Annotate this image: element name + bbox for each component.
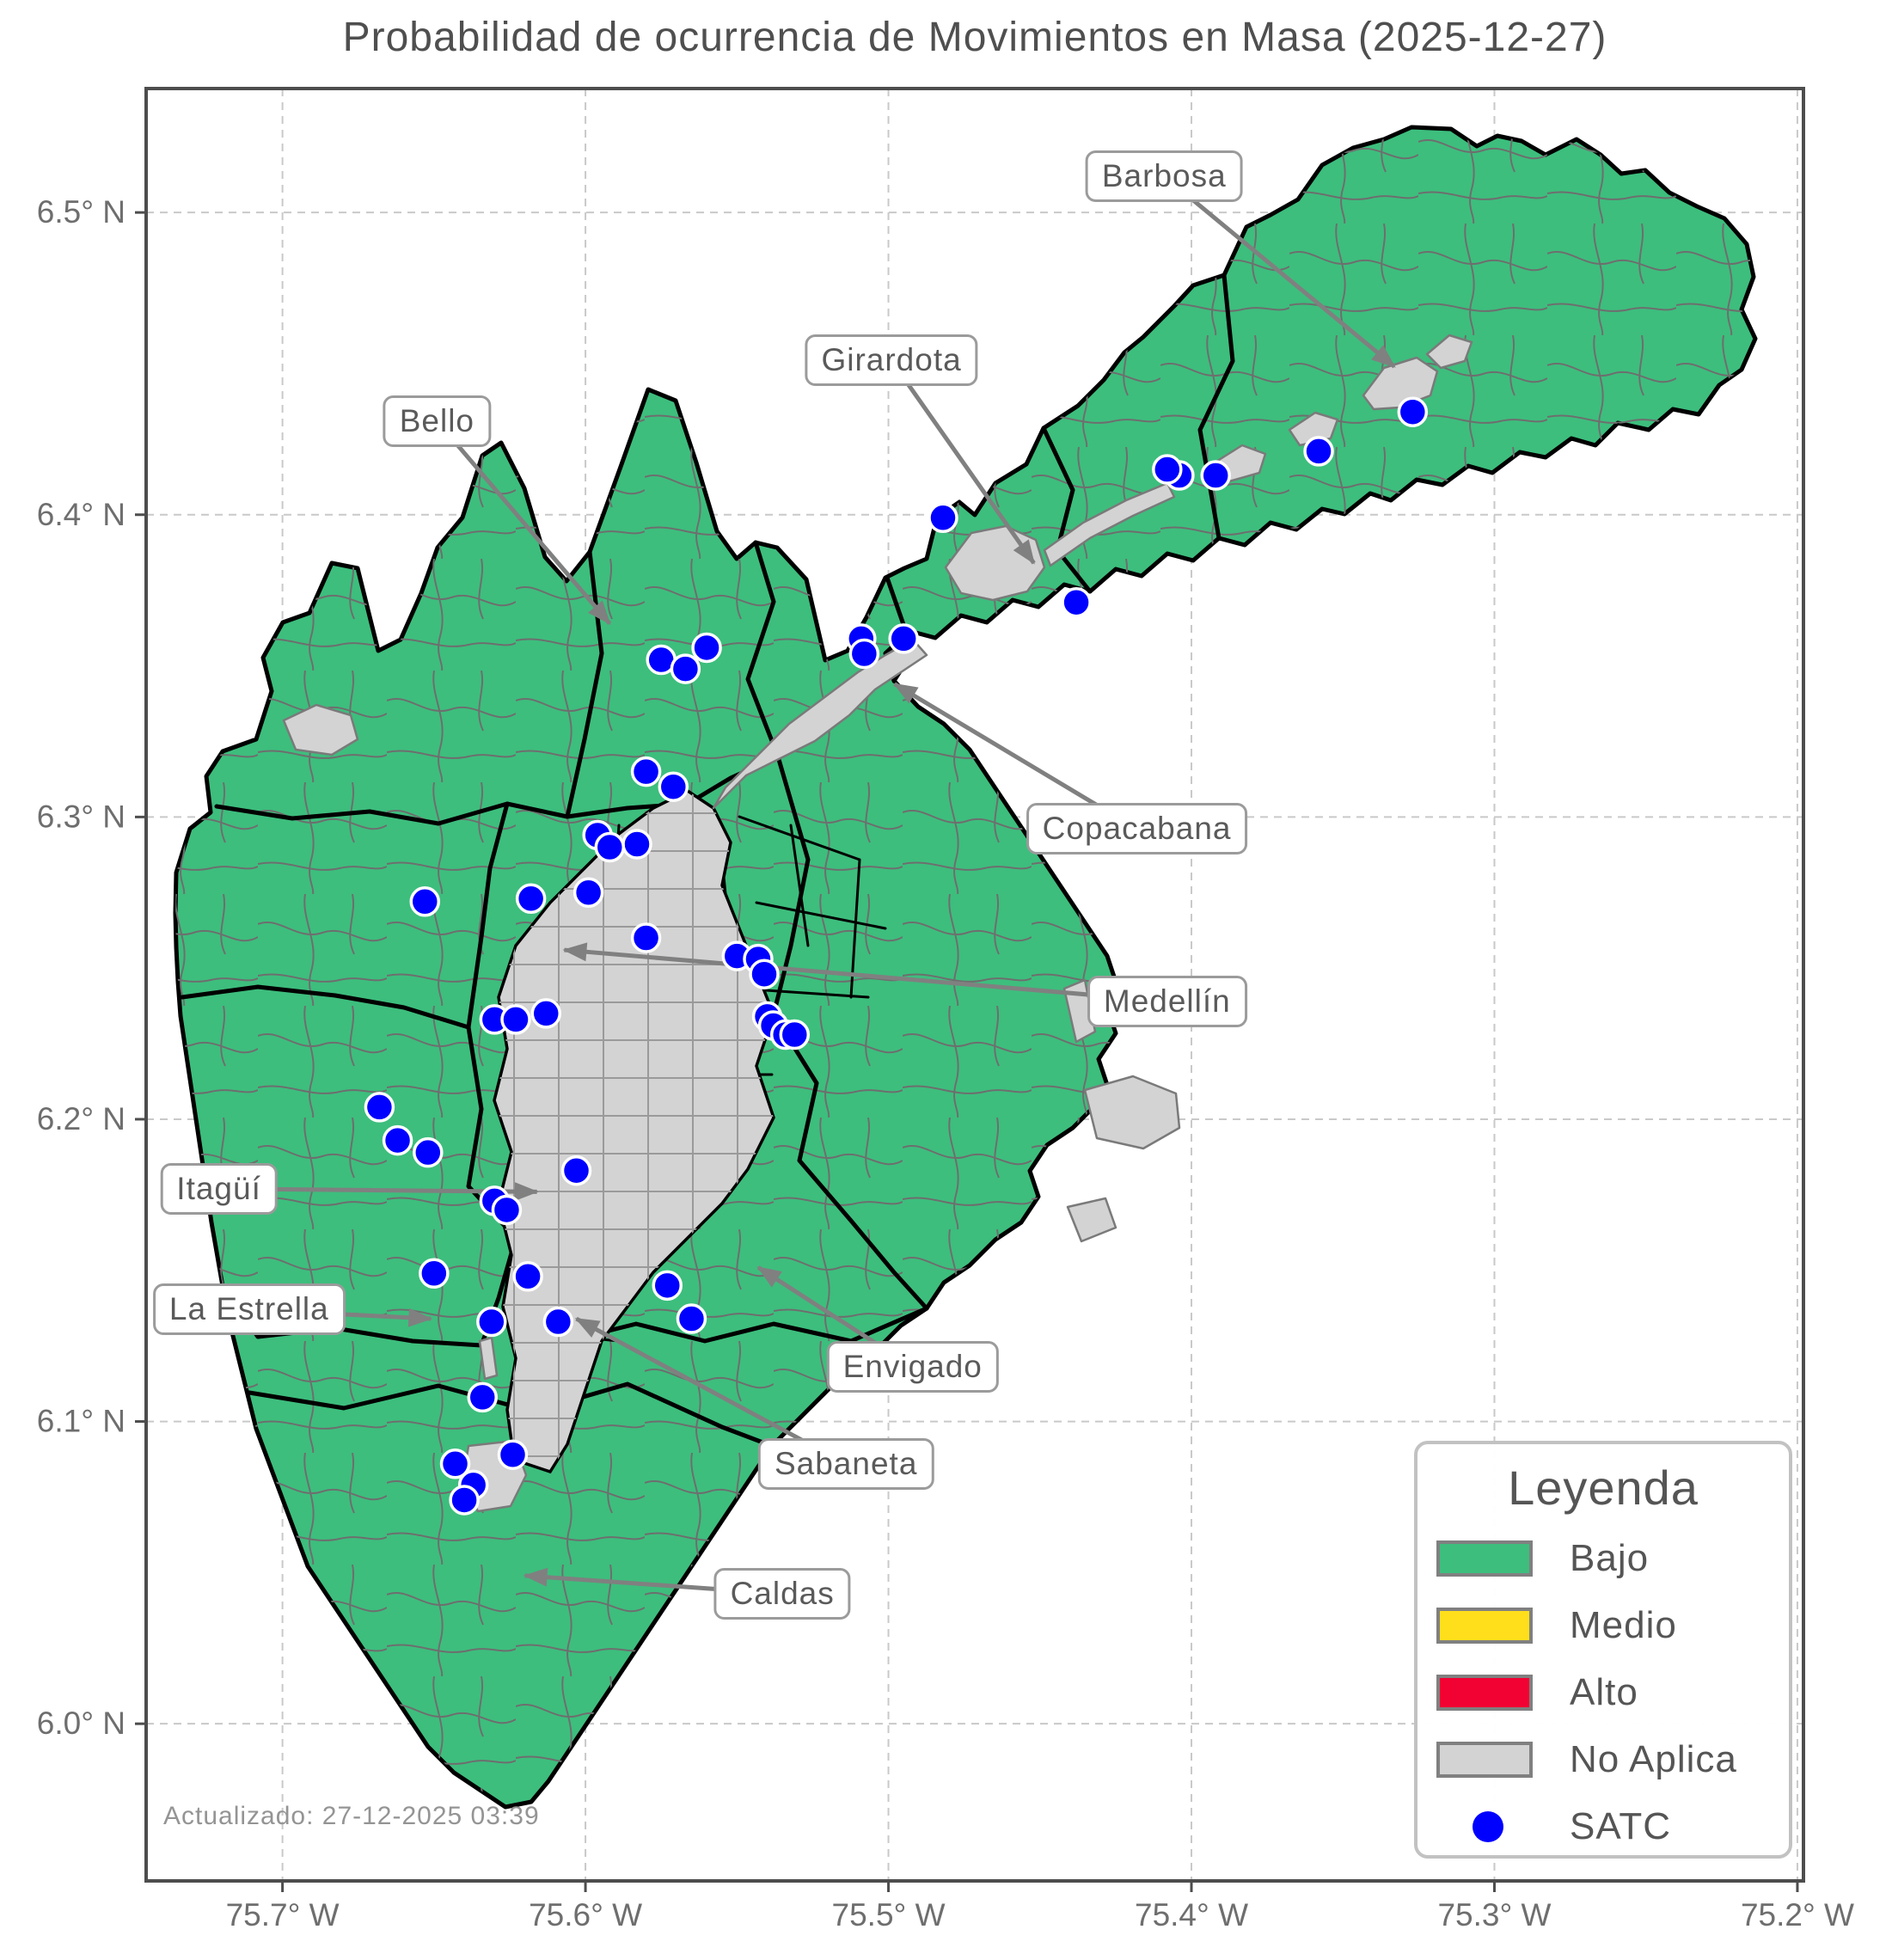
satc-point bbox=[382, 1124, 413, 1156]
place-label-la-estrella: La Estrella bbox=[152, 1283, 346, 1336]
satc-point bbox=[512, 1261, 543, 1292]
legend-title: Leyenda bbox=[1508, 1461, 1699, 1515]
legend-box: Leyenda Bajo Medio Alto No Aplica SATC bbox=[1414, 1441, 1792, 1859]
satc-point bbox=[364, 1092, 395, 1123]
satc-point bbox=[476, 1306, 507, 1338]
tick-label-x-0: 75.7° W bbox=[226, 1897, 340, 1932]
legend-satc-dot-icon bbox=[1473, 1811, 1503, 1842]
satc-point bbox=[1152, 454, 1183, 485]
satc-point bbox=[928, 502, 958, 534]
arrow-barbosa bbox=[1162, 175, 1396, 369]
place-label-barbosa: Barbosa bbox=[1085, 150, 1243, 202]
urban-sliver bbox=[478, 1336, 499, 1381]
arrow-bello bbox=[435, 420, 612, 625]
legend-swatch-no-aplica bbox=[1436, 1742, 1533, 1778]
tick-label-y-1: 6.4° N bbox=[37, 497, 126, 532]
place-label-copacabana: Copacabana bbox=[1026, 803, 1248, 855]
urban-west-patch bbox=[282, 703, 359, 756]
satc-point bbox=[691, 632, 722, 664]
page-title: Probabilidad de ocurrencia de Movimiento… bbox=[342, 15, 1607, 60]
urban-east-patch-3 bbox=[1066, 1197, 1117, 1243]
legend-swatch-alto bbox=[1436, 1675, 1533, 1711]
satc-point bbox=[621, 829, 652, 860]
urban-patch-3 bbox=[1425, 334, 1473, 370]
satc-point bbox=[1303, 436, 1334, 467]
satc-point bbox=[1061, 586, 1092, 618]
satc-point bbox=[1200, 460, 1231, 491]
satc-point bbox=[439, 1449, 471, 1479]
satc-point bbox=[515, 883, 547, 915]
satc-point bbox=[560, 1155, 592, 1186]
tick-label-x-2: 75.5° W bbox=[832, 1897, 946, 1932]
satc-point bbox=[630, 756, 662, 787]
place-label-envigado: Envigado bbox=[826, 1341, 999, 1393]
legend-item-medio: Medio bbox=[1417, 1592, 1789, 1659]
place-label-sabaneta: Sabaneta bbox=[757, 1437, 934, 1490]
tick-label-x-1: 75.6° W bbox=[529, 1897, 642, 1932]
legend-swatch-medio bbox=[1436, 1608, 1533, 1644]
tick-label-x-4: 75.3° W bbox=[1437, 1897, 1551, 1932]
legend-item-bajo: Bajo bbox=[1417, 1525, 1789, 1592]
satc-point bbox=[409, 886, 441, 917]
urban-strip-girardota-barbosa bbox=[1043, 481, 1176, 567]
tick-label-y-0: 6.5° N bbox=[37, 194, 126, 230]
satc-point bbox=[658, 771, 689, 802]
place-label-medellin: Medellín bbox=[1087, 975, 1247, 1027]
axis-ticks-and-labels: 75.7° W 75.6° W 75.5° W 75.4° W 75.3° W 75.2°… bbox=[37, 194, 1854, 1932]
urban-river-strip bbox=[712, 638, 928, 810]
arrow-medellin bbox=[562, 942, 1168, 1004]
satc-point bbox=[670, 653, 701, 684]
legend-label-bajo: Bajo bbox=[1570, 1537, 1650, 1579]
satc-point bbox=[449, 1485, 480, 1516]
satc-point bbox=[542, 1306, 574, 1338]
satc-dots bbox=[364, 396, 1429, 1516]
tick-label-x-5: 75.2° W bbox=[1741, 1897, 1854, 1932]
arrow-girardota bbox=[890, 359, 1036, 565]
legend-label-medio: Medio bbox=[1570, 1604, 1677, 1646]
satc-point bbox=[467, 1381, 498, 1413]
place-label-girardota: Girardota bbox=[805, 334, 978, 387]
satc-point bbox=[749, 959, 780, 989]
tick-label-y-5: 6.0° N bbox=[37, 1706, 126, 1741]
legend-item-no-aplica: No Aplica bbox=[1417, 1726, 1789, 1793]
updated-timestamp: Actualizado: 27-12-2025 03:39 bbox=[163, 1802, 540, 1830]
tick-label-y-4: 6.1° N bbox=[37, 1404, 126, 1439]
legend-swatch-bajo bbox=[1436, 1540, 1533, 1577]
urban-patch-2 bbox=[1288, 411, 1339, 447]
tick-label-y-2: 6.3° N bbox=[37, 799, 126, 834]
satc-point bbox=[530, 998, 562, 1029]
legend-item-satc: SATC bbox=[1417, 1793, 1789, 1860]
legend-label-no-aplica: No Aplica bbox=[1570, 1738, 1737, 1780]
satc-point bbox=[630, 922, 662, 953]
satc-point bbox=[779, 1019, 811, 1050]
satc-point bbox=[676, 1303, 707, 1334]
satc-point bbox=[497, 1439, 529, 1470]
satc-point bbox=[1397, 396, 1429, 427]
satc-point bbox=[652, 1270, 683, 1302]
urban-east-patch-1 bbox=[1083, 1075, 1181, 1150]
legend-label-satc: SATC bbox=[1570, 1805, 1672, 1847]
satc-point bbox=[888, 623, 919, 654]
tick-label-x-3: 75.4° W bbox=[1135, 1897, 1248, 1932]
legend-label-alto: Alto bbox=[1570, 1671, 1638, 1713]
satc-point bbox=[419, 1258, 450, 1289]
satc-point bbox=[491, 1194, 523, 1226]
satc-point bbox=[413, 1136, 444, 1168]
tick-label-y-3: 6.2° N bbox=[37, 1101, 126, 1136]
place-label-itagui: Itagüí bbox=[160, 1162, 278, 1215]
satc-point bbox=[500, 1004, 531, 1035]
plot-border bbox=[144, 87, 1805, 1883]
satc-point bbox=[848, 638, 880, 670]
satc-point bbox=[572, 877, 604, 909]
satc-point bbox=[594, 831, 626, 863]
place-label-caldas: Caldas bbox=[713, 1567, 851, 1620]
place-label-bello: Bello bbox=[383, 395, 491, 447]
legend-item-alto: Alto bbox=[1417, 1659, 1789, 1726]
